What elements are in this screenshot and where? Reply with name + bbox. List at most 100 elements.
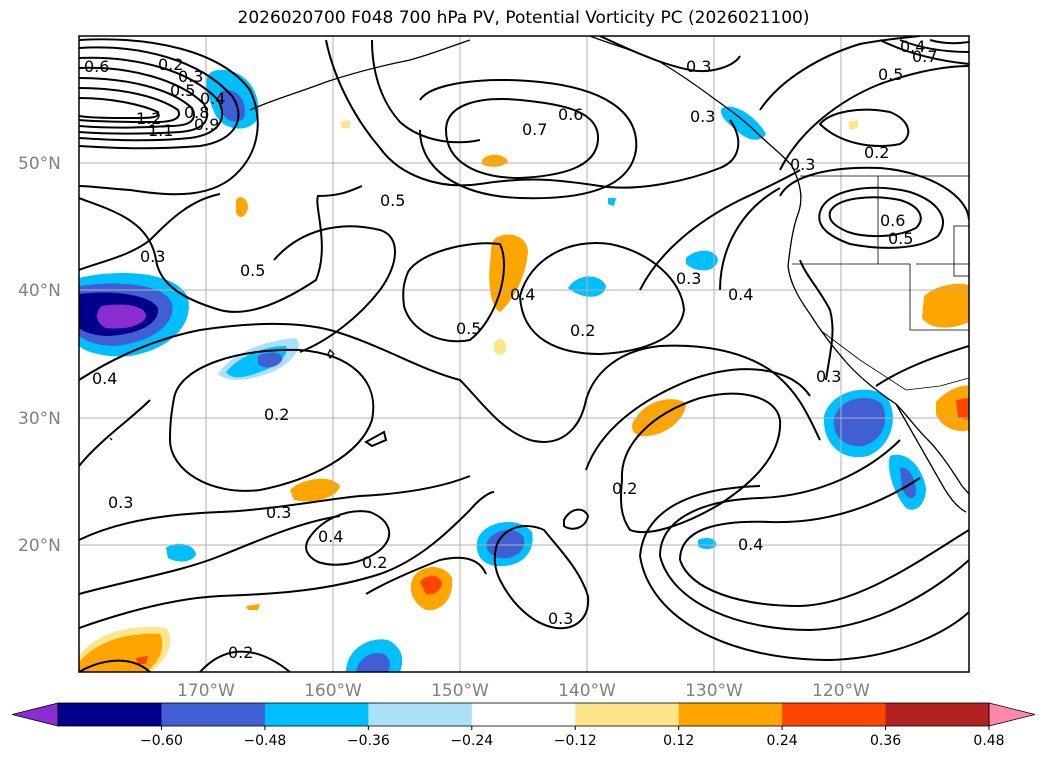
contour-line: [799, 259, 834, 381]
contour-line: [79, 399, 151, 467]
contour-label: 0.6: [558, 105, 583, 124]
contour-label: 0.4: [318, 527, 343, 546]
contour-line: [79, 77, 195, 129]
contour-label: 0.2: [362, 553, 387, 572]
contour-line: [365, 556, 487, 595]
contour-line: [679, 529, 969, 608]
contour-label: 0.3: [548, 609, 573, 628]
lat-label-30n: 30°N: [18, 409, 61, 429]
shade-positive: [936, 385, 969, 432]
na-west-coast: [755, 131, 969, 495]
contour-line: [929, 39, 969, 45]
shade-positive: [420, 576, 442, 595]
contour-label: 0.5: [170, 81, 195, 100]
colorbar-tick-label: −0.48: [243, 733, 286, 749]
lon-label-160w: 160°W: [304, 681, 362, 701]
colorbar-frame: [57, 702, 990, 727]
contour-label: 0.5: [380, 191, 405, 210]
lon-label-150w: 150°W: [431, 681, 489, 701]
shade-positive: [136, 656, 148, 664]
contour-label: 0.3: [686, 57, 711, 76]
contour-label: 0.2: [228, 643, 253, 662]
contour-line: [620, 392, 782, 534]
lat-label-50n: 50°N: [18, 154, 61, 174]
colorbar-tick-label: 0.48: [973, 733, 1004, 749]
contour-label: 0.2: [570, 321, 595, 340]
contour-label: 0.2: [158, 55, 183, 74]
contour-label: 0.4: [728, 285, 753, 304]
contour-label: 0.5: [878, 65, 903, 84]
contour-line: [273, 225, 396, 353]
shade-negative: [608, 198, 616, 206]
contour-line: [659, 555, 969, 632]
shade-positive: [290, 478, 340, 502]
contour-line: [79, 491, 495, 629]
contour-line: [679, 477, 921, 561]
contour-line: [719, 187, 781, 291]
contour-line: [364, 430, 388, 448]
colorbar-extend-min: [11, 702, 59, 727]
contour-line: [779, 65, 969, 171]
contour-labels: 0.2 0.3 0.4 0.5 0.6 0.7 0.8 1.2 1.1 0.9 …: [84, 37, 937, 662]
contour-line: [599, 36, 741, 72]
contour-label: 1.1: [148, 121, 173, 140]
map-title: 2026020700 F048 700 hPa PV, Potential Vo…: [237, 8, 810, 28]
contour-line: [325, 39, 740, 189]
contour-line: [899, 39, 969, 53]
lat-label-20n: 20°N: [18, 536, 61, 556]
shade-positive: [340, 120, 350, 128]
colorbar-segment: [782, 703, 887, 726]
contour-label: 0.4: [510, 285, 535, 304]
contour-label: 0.3: [140, 247, 165, 266]
contour-label: 0.4: [900, 37, 925, 56]
lon-label-120w: 120°W: [812, 681, 870, 701]
baja-coast: [895, 403, 967, 513]
shade-negative: [97, 304, 146, 329]
contour-line: [371, 39, 481, 144]
shade-negative: [900, 467, 916, 499]
colorbar-segment: [678, 703, 783, 726]
contour-line: [875, 345, 969, 387]
island: [109, 437, 113, 441]
state-borders: [877, 176, 969, 331]
colorbar-segment: [161, 703, 266, 726]
colorbar-extend-max: [988, 702, 1036, 727]
contour-label: 0.3: [108, 493, 133, 512]
contour-line: [818, 186, 944, 249]
us-mexico-border: [819, 329, 969, 391]
shade-negative: [833, 397, 886, 447]
contour-label: 0.3: [676, 269, 701, 288]
contour-line: [79, 46, 240, 150]
contour-line: [518, 242, 686, 356]
shade-positive: [956, 398, 969, 420]
contour-label: 0.6: [84, 57, 109, 76]
contour-line: [828, 196, 922, 238]
contour-line: [79, 659, 151, 672]
shade-negative: [698, 538, 717, 549]
graticule: [79, 36, 969, 672]
contour-label: 0.4: [200, 89, 225, 108]
contour-line: [168, 348, 375, 492]
colorbar-segment: [885, 703, 990, 726]
lon-label-170w: 170°W: [177, 681, 235, 701]
lon-label-140w: 140°W: [558, 681, 616, 701]
contour-label: 0.5: [888, 229, 913, 248]
contour-line: [79, 322, 821, 443]
shade-negative: [356, 652, 390, 672]
colorbar-tick-label: −0.24: [450, 733, 493, 749]
contour-line: [818, 108, 910, 147]
pv-contours: [79, 36, 969, 672]
shade-positive: [246, 604, 260, 610]
contour-line: [659, 439, 901, 557]
colorbar-tick-label: −0.12: [554, 733, 597, 749]
contour-label: 0.7: [912, 47, 937, 66]
contour-label: 0.2: [612, 479, 637, 498]
contour-label: 0.6: [880, 211, 905, 230]
shade-positive: [494, 339, 507, 356]
contour-line: [585, 368, 811, 471]
contour-label: 0.7: [522, 120, 547, 139]
colorbar-tick-label: 0.36: [870, 733, 901, 749]
contour-line: [493, 525, 590, 630]
